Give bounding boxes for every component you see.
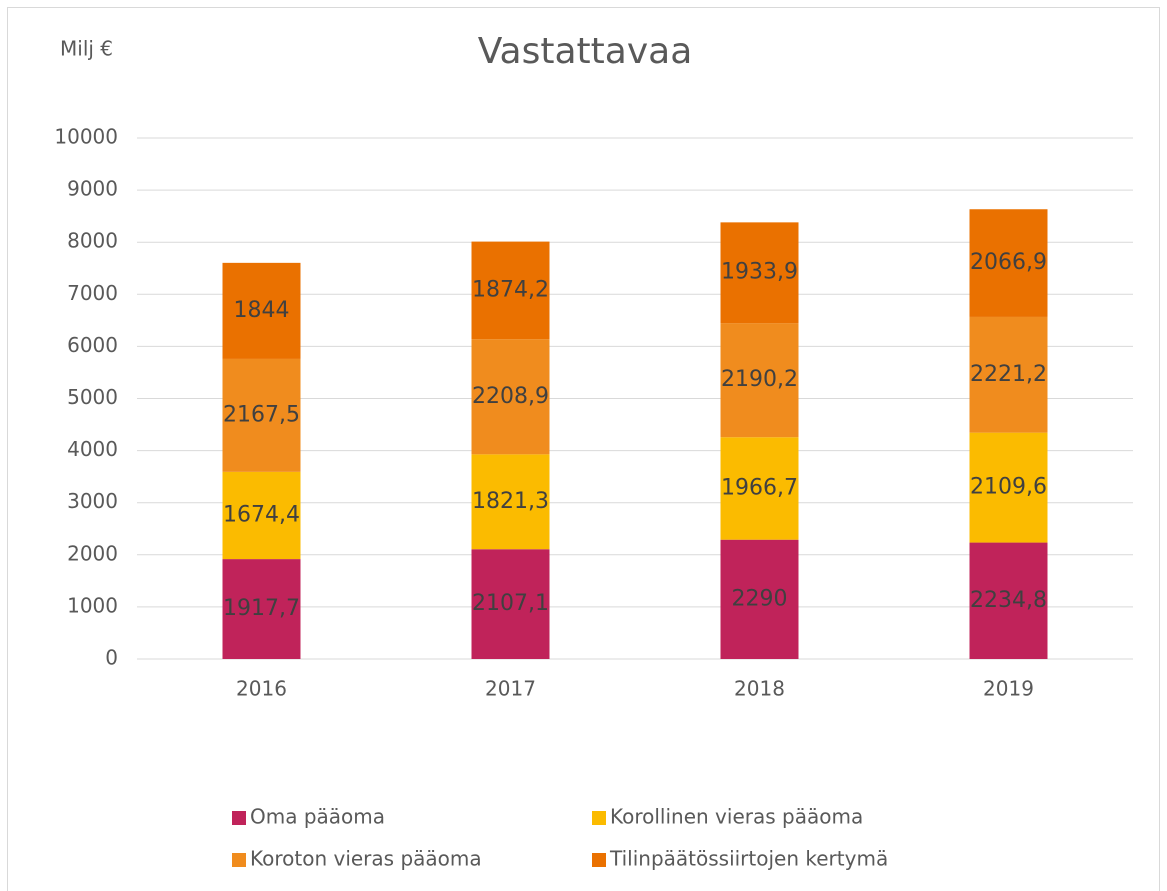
value-label: 2290 <box>732 586 788 611</box>
bar-segment <box>969 209 1048 317</box>
legend-swatch <box>232 853 246 867</box>
bar-segment <box>222 471 301 560</box>
y-tick-label: 4000 <box>67 437 118 461</box>
legend-label: Koroton vieras pääoma <box>250 847 482 871</box>
bar-segment <box>720 222 799 324</box>
value-label: 2234,8 <box>970 588 1047 613</box>
bar-segment <box>471 454 550 550</box>
value-label: 1966,7 <box>721 475 798 500</box>
value-label: 1917,7 <box>223 596 300 621</box>
x-tick-label: 2018 <box>734 677 785 701</box>
value-label: 1674,4 <box>223 502 300 527</box>
bar-segment <box>471 241 550 340</box>
value-label: 1933,9 <box>721 260 798 285</box>
value-label: 2107,1 <box>472 591 549 616</box>
legend-swatch <box>232 811 246 825</box>
x-tick-label: 2016 <box>236 677 287 701</box>
legend-label: Tilinpäätössiirtojen kertymä <box>609 847 888 871</box>
bar-segment <box>720 323 799 438</box>
y-tick-label: 5000 <box>67 385 118 409</box>
bar-segment <box>720 437 799 540</box>
value-label: 1874,2 <box>472 277 549 302</box>
value-label: 2190,2 <box>721 367 798 392</box>
bar-segment <box>720 539 799 659</box>
bar-segment <box>969 542 1048 659</box>
y-tick-label: 0 <box>105 646 118 670</box>
bar-segment <box>969 432 1048 543</box>
y-tick-label: 8000 <box>67 229 118 253</box>
value-label: 2066,9 <box>970 250 1047 275</box>
x-tick-label: 2017 <box>485 677 536 701</box>
value-label: 2221,2 <box>970 362 1047 387</box>
legend-label: Oma pääoma <box>250 805 385 829</box>
y-tick-label: 2000 <box>67 541 118 565</box>
bar-segment <box>471 549 550 659</box>
bar-segment <box>969 316 1048 433</box>
bar-segment <box>222 262 301 359</box>
y-tick-label: 7000 <box>67 281 118 305</box>
y-tick-label: 6000 <box>67 333 118 357</box>
y-tick-label: 9000 <box>67 177 118 201</box>
bar-segment <box>471 339 550 455</box>
chart-border <box>7 7 1160 891</box>
chart-title: Vastattavaa <box>478 31 693 72</box>
y-axis-label: Milj € <box>60 37 113 61</box>
legend-swatch <box>592 853 606 867</box>
y-tick-label: 1000 <box>67 593 118 617</box>
value-label: 1821,3 <box>472 489 549 514</box>
value-label: 2109,6 <box>970 475 1047 500</box>
y-tick-label: 3000 <box>67 489 118 513</box>
y-tick-label: 10000 <box>54 125 118 149</box>
bar-segment <box>222 358 301 472</box>
value-label: 2208,9 <box>472 384 549 409</box>
legend-label: Korollinen vieras pääoma <box>610 805 863 829</box>
legend-swatch <box>592 811 606 825</box>
bar-segment <box>222 559 301 659</box>
value-label: 1844 <box>234 298 290 323</box>
x-tick-label: 2019 <box>983 677 1034 701</box>
value-label: 2167,5 <box>223 402 300 427</box>
